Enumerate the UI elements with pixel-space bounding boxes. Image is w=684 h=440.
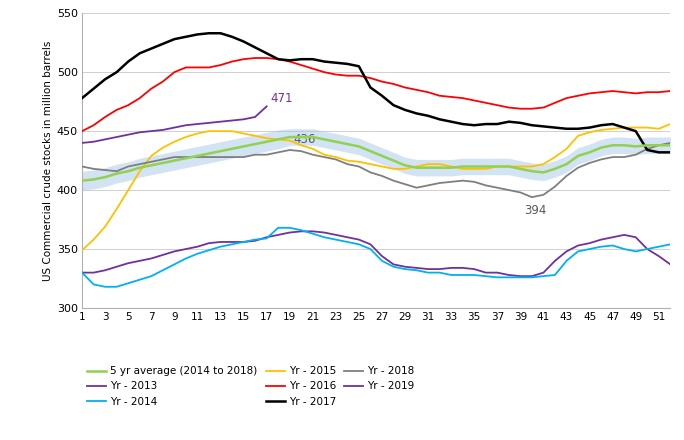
Text: 394: 394 bbox=[524, 204, 547, 217]
Y-axis label: US Commercial crude stocks in million barrels: US Commercial crude stocks in million ba… bbox=[42, 40, 53, 281]
Text: 436: 436 bbox=[293, 133, 315, 147]
Legend: 5 yr average (2014 to 2018), Yr - 2013, Yr - 2014, Yr - 2015, Yr - 2016, Yr - 20: 5 yr average (2014 to 2018), Yr - 2013, … bbox=[88, 366, 415, 407]
Text: 471: 471 bbox=[270, 92, 293, 105]
